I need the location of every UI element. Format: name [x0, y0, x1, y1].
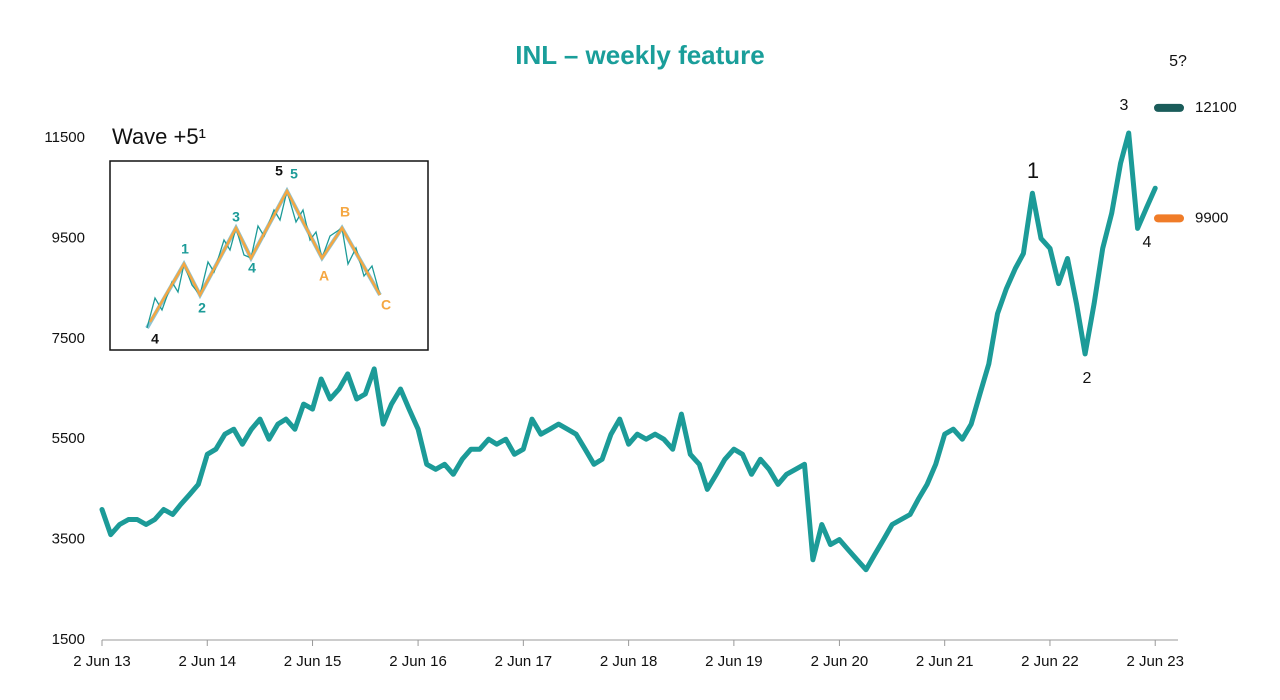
y-tick-label: 11500 — [44, 129, 85, 146]
x-tick-label: 2 Jun 16 — [389, 653, 447, 670]
inset-label: 4 — [248, 260, 256, 276]
x-tick-label: 2 Jun 22 — [1021, 653, 1079, 670]
inset-label: B — [340, 204, 350, 220]
inset-label: 4 — [151, 331, 159, 347]
inset-wave-orange — [148, 188, 382, 323]
y-tick-label: 7500 — [52, 330, 85, 347]
inset-label: 3 — [232, 209, 240, 225]
y-tick-label: 9500 — [52, 229, 85, 246]
x-tick-label: 2 Jun 23 — [1126, 653, 1184, 670]
target-label: 9900 — [1195, 209, 1228, 226]
inset-label: A — [319, 268, 329, 284]
x-tick-label: 2 Jun 15 — [284, 653, 342, 670]
x-tick-label: 2 Jun 19 — [705, 653, 763, 670]
inset-label: 5 — [290, 166, 298, 182]
wave-label: 4 — [1143, 234, 1152, 251]
wave-label: 1 — [1027, 158, 1039, 183]
x-tick-label: 2 Jun 17 — [495, 653, 553, 670]
inset-label: C — [381, 297, 391, 313]
y-tick-label: 5500 — [52, 430, 85, 447]
wave-label: 2 — [1083, 370, 1092, 387]
x-tick-label: 2 Jun 21 — [916, 653, 974, 670]
x-tick-label: 2 Jun 13 — [73, 653, 131, 670]
target-label: 12100 — [1195, 99, 1237, 116]
inset-diagram — [109, 160, 429, 351]
y-tick-label: 3500 — [52, 531, 85, 548]
price-line — [99, 130, 1158, 573]
inset-label: 1 — [181, 241, 189, 257]
wave-label: 3 — [1120, 97, 1129, 114]
inset-label: 2 — [198, 300, 206, 316]
inset-title: Wave +5¹ — [112, 124, 206, 149]
x-tick-label: 2 Jun 14 — [178, 653, 236, 670]
chart-title: INL – weekly feature — [515, 40, 765, 70]
x-tick-label: 2 Jun 18 — [600, 653, 658, 670]
y-tick-label: 1500 — [52, 631, 85, 648]
inset-label: 5 — [275, 163, 283, 179]
wave-label: 5? — [1169, 53, 1187, 70]
inset-frame — [109, 160, 429, 351]
x-tick-label: 2 Jun 20 — [811, 653, 869, 670]
